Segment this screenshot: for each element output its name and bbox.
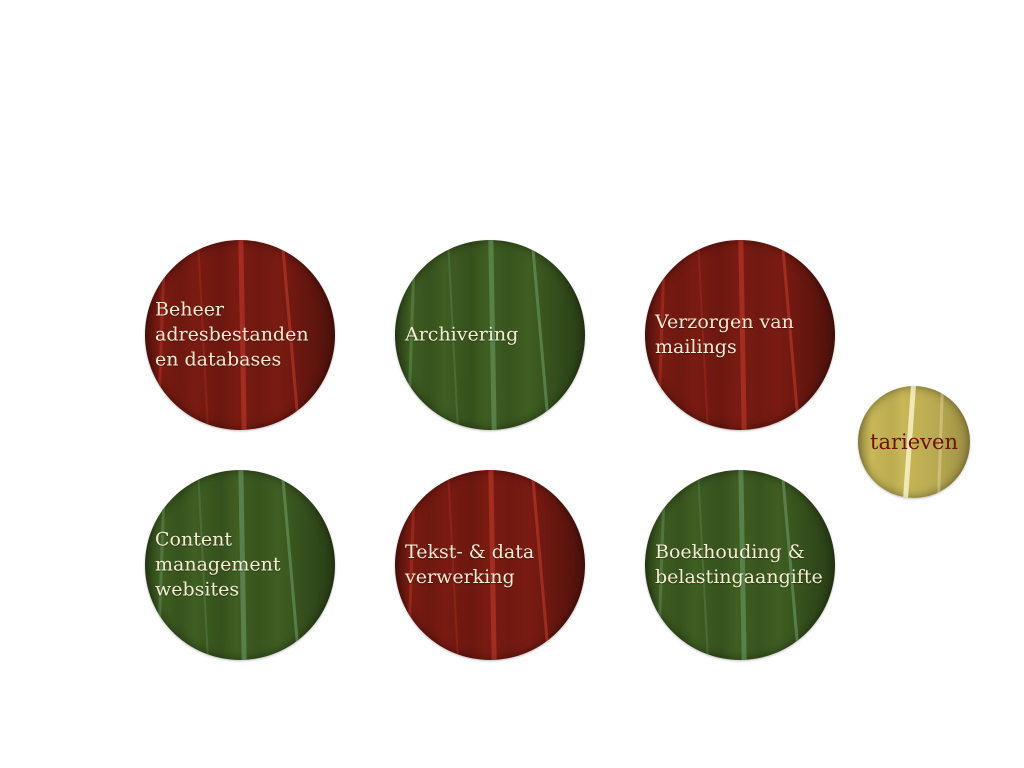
service-circle-content-management[interactable]: Content management websites: [145, 470, 335, 660]
service-label: Boekhouding & belastingaangifte: [655, 541, 823, 588]
service-label: Archivering: [405, 323, 519, 346]
service-label: Tekst- & data verwerking: [405, 541, 535, 588]
service-label: Content management websites: [155, 528, 281, 601]
service-label: Beheer adresbestanden en databases: [155, 298, 309, 371]
service-circle-archiving[interactable]: Archivering: [395, 240, 585, 430]
tarieven-label: tarieven: [870, 430, 958, 454]
service-label: Verzorgen van mailings: [655, 311, 794, 358]
tarieven-button[interactable]: tarieven: [858, 386, 970, 498]
service-circle-address-files[interactable]: Beheer adresbestanden en databases: [145, 240, 335, 430]
service-circle-mailings[interactable]: Verzorgen van mailings: [645, 240, 835, 430]
service-circle-bookkeeping[interactable]: Boekhouding & belastingaangifte: [645, 470, 835, 660]
service-circle-text-data-processing[interactable]: Tekst- & data verwerking: [395, 470, 585, 660]
